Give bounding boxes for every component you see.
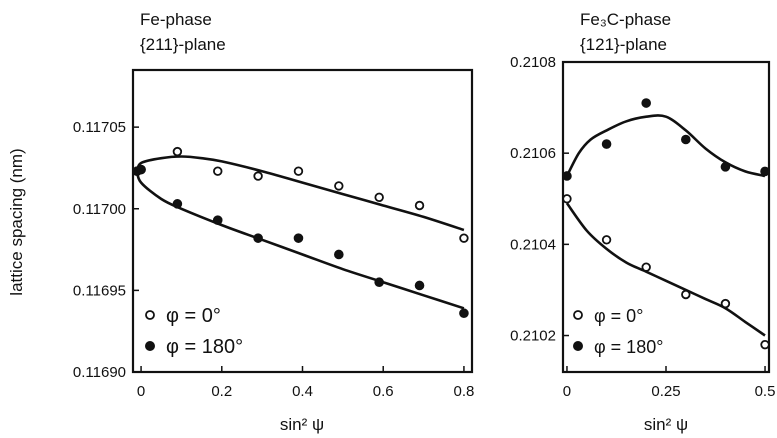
data-point-phi-180 [720,162,731,172]
data-point-phi-0 [562,194,572,204]
x-tick-label: 0 [563,383,571,400]
legend-marker [145,341,155,351]
legend-label: φ = 0° [594,306,643,326]
data-point-phi-180 [562,171,572,181]
data-point-phi-180 [334,249,344,260]
data-point-phi-180 [136,164,146,175]
y-tick-label: 0.11695 [73,282,126,299]
fe-phase-legend: φ = 0° φ = 180° [145,305,243,358]
fe-phase-plane: {211}-plane [140,35,226,54]
fit-curve-phi-0 [565,202,766,337]
data-point-phi-180 [253,233,263,243]
x-tick-label: 0.6 [373,383,394,400]
x-tick-label: 0.4 [292,383,313,400]
shared-y-axis-label: lattice spacing (nm) [7,148,26,295]
x-tick-label: 0.8 [453,383,474,400]
legend-label: φ = 180° [594,337,663,357]
fe-phase-panel: Fe-phase {211}-plane 0 0.2 0.4 0.6 0.8 0.1169… [73,10,474,434]
fe3c-phase-x-axis-label: sin² ψ [644,415,688,434]
data-point-phi-0 [681,289,691,300]
y-tick-label: 0.11690 [73,364,126,381]
y-tick-label: 0.2102 [510,328,556,345]
x-tick-label: 0.25 [651,383,680,400]
legend-marker [573,341,583,351]
data-point-phi-0 [601,235,612,245]
legend-label: φ = 180° [166,336,243,358]
data-point-phi-0 [172,146,183,157]
fe3c-phase-legend: φ = 0° φ = 180° [573,306,663,357]
data-point-phi-180 [293,233,304,243]
data-point-phi-180 [681,134,691,145]
legend-marker [145,310,155,320]
x-tick-label: 0 [137,383,145,400]
fe3c-phase-panel: Fe₃C-phase {121}-plane 0 0.25 0.5 0.2102 0.2… [510,10,775,434]
data-point-phi-0 [720,298,731,309]
data-point-phi-180 [212,215,223,225]
data-point-phi-180 [459,308,469,319]
fe-phase-x-axis-label: sin² ψ [280,415,324,434]
fe-phase-title: Fe-phase [140,10,212,29]
data-point-phi-180 [374,277,384,288]
data-point-phi-0 [253,171,263,181]
y-tick-label: 0.11700 [73,201,126,218]
fit-curve-phi-180 [565,114,766,178]
fe3c-phase-title: Fe₃C-phase [580,10,671,29]
data-point-phi-180 [601,139,612,149]
data-point-phi-180 [414,280,425,291]
data-point-phi-0 [374,192,384,203]
data-point-phi-0 [760,339,770,350]
data-point-phi-180 [760,166,770,177]
x-tick-label: 0.5 [755,383,776,400]
fit-curve-phi-0 [135,155,465,232]
x-tick-label: 0.2 [211,383,232,400]
data-point-phi-0 [213,166,223,176]
legend-marker [573,310,583,320]
fe3c-phase-plane: {121}-plane [580,35,667,54]
data-point-phi-0 [459,233,469,243]
data-point-phi-0 [414,200,425,211]
legend-label: φ = 0° [166,305,221,327]
y-tick-label: 0.2106 [510,145,556,162]
data-point-phi-180 [172,199,183,209]
data-point-phi-0 [334,181,344,191]
data-point-phi-0 [293,166,304,176]
y-tick-label: 0.2108 [510,54,556,71]
data-point-phi-0 [641,262,651,272]
data-point-phi-180 [641,98,651,108]
y-tick-label: 0.11705 [73,119,126,136]
y-tick-label: 0.2104 [510,236,556,253]
